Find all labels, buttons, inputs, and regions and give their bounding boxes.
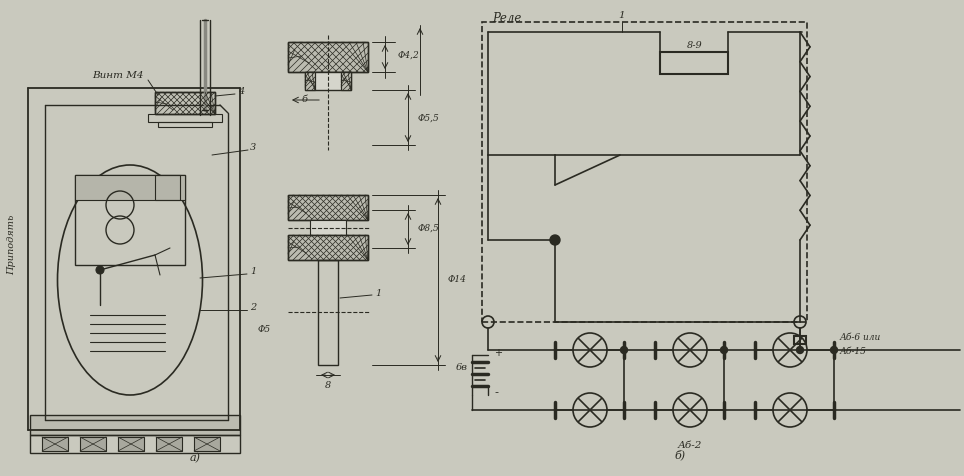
Text: б): б) bbox=[675, 450, 685, 460]
Bar bbox=[148, 114, 222, 122]
Bar bbox=[305, 72, 315, 90]
Text: Реле: Реле bbox=[492, 11, 522, 24]
Bar bbox=[155, 175, 180, 200]
Bar bbox=[305, 72, 315, 90]
Bar bbox=[288, 42, 368, 72]
Bar bbox=[30, 435, 240, 453]
Bar bbox=[156, 437, 182, 451]
Bar bbox=[194, 437, 220, 451]
Bar bbox=[30, 415, 240, 435]
Bar bbox=[155, 92, 215, 114]
Text: Φ4,2: Φ4,2 bbox=[398, 50, 419, 60]
Bar bbox=[305, 72, 315, 90]
Text: 8-9: 8-9 bbox=[687, 40, 703, 50]
Text: 1: 1 bbox=[619, 10, 626, 20]
Text: 4: 4 bbox=[238, 88, 244, 97]
Bar bbox=[288, 195, 368, 220]
Bar bbox=[305, 72, 315, 90]
Text: Аб-6 или: Аб-6 или bbox=[840, 334, 881, 343]
Bar bbox=[158, 122, 212, 127]
Bar bbox=[288, 235, 368, 260]
Bar bbox=[288, 42, 368, 72]
Bar bbox=[155, 92, 215, 114]
Bar bbox=[660, 52, 728, 74]
Bar bbox=[482, 22, 807, 322]
Bar bbox=[155, 92, 215, 114]
Text: Приподять: Приподять bbox=[8, 215, 16, 275]
Text: Φ5: Φ5 bbox=[258, 326, 271, 335]
Bar bbox=[341, 72, 351, 90]
Bar bbox=[288, 235, 368, 260]
Bar bbox=[288, 195, 368, 220]
Text: 2: 2 bbox=[250, 304, 256, 313]
Bar bbox=[341, 72, 351, 90]
Text: Φ5,5: Φ5,5 bbox=[418, 113, 440, 122]
Text: б: б bbox=[302, 96, 308, 105]
Text: Аб-15: Аб-15 bbox=[840, 347, 867, 357]
Bar bbox=[794, 336, 806, 344]
Bar bbox=[42, 437, 68, 451]
Bar bbox=[118, 437, 144, 451]
Bar bbox=[288, 195, 368, 220]
Text: 8: 8 bbox=[325, 380, 331, 389]
Circle shape bbox=[550, 235, 560, 245]
Circle shape bbox=[831, 347, 838, 354]
Bar bbox=[341, 72, 351, 90]
Text: 6в: 6в bbox=[456, 363, 468, 371]
Bar bbox=[341, 72, 351, 90]
Bar bbox=[310, 220, 346, 235]
Text: Φ14: Φ14 bbox=[448, 276, 467, 285]
Text: -: - bbox=[494, 387, 498, 397]
Bar bbox=[288, 235, 368, 260]
Text: Аб-2: Аб-2 bbox=[678, 440, 702, 449]
Text: а): а) bbox=[190, 453, 201, 463]
Bar bbox=[288, 235, 368, 260]
Text: +: + bbox=[494, 348, 502, 358]
Bar bbox=[288, 195, 368, 220]
Bar bbox=[288, 42, 368, 72]
Circle shape bbox=[720, 347, 728, 354]
Circle shape bbox=[621, 347, 628, 354]
Bar bbox=[155, 92, 215, 114]
Circle shape bbox=[796, 347, 804, 354]
Bar bbox=[75, 175, 185, 265]
Text: 3: 3 bbox=[250, 143, 256, 152]
Bar bbox=[305, 72, 351, 90]
Bar bbox=[288, 42, 368, 72]
Text: Винт М4: Винт М4 bbox=[92, 70, 144, 79]
Bar bbox=[80, 437, 106, 451]
Bar bbox=[75, 175, 185, 200]
Text: Φ8,5: Φ8,5 bbox=[418, 224, 440, 232]
Circle shape bbox=[96, 266, 104, 274]
Text: 1: 1 bbox=[375, 288, 381, 298]
Bar bbox=[318, 260, 338, 365]
Text: 1: 1 bbox=[250, 268, 256, 277]
